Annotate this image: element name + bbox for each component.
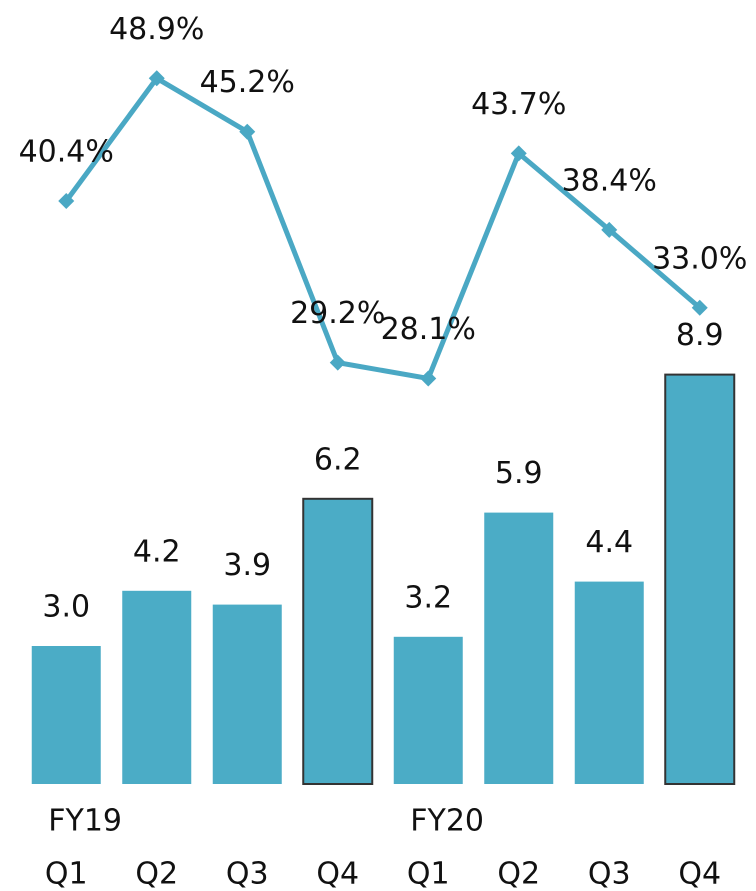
line-value-label: 38.4% bbox=[562, 163, 657, 198]
line-marker bbox=[58, 192, 75, 209]
x-tick-label: Q3 bbox=[588, 857, 631, 891]
line-marker bbox=[239, 123, 256, 140]
line-marker bbox=[148, 70, 165, 87]
x-tick-label: Q2 bbox=[135, 857, 178, 891]
bar-value-label: 4.2 bbox=[133, 534, 181, 569]
line-value-label: 48.9% bbox=[109, 12, 204, 47]
bar bbox=[664, 373, 736, 785]
x-tick-label: Q2 bbox=[497, 857, 540, 891]
bar-value-label: 3.9 bbox=[223, 548, 271, 583]
line-marker bbox=[691, 299, 708, 316]
line-marker bbox=[329, 354, 346, 371]
line-value-label: 33.0% bbox=[652, 241, 747, 276]
bar-value-label: 3.0 bbox=[42, 590, 90, 625]
x-tick-label: Q3 bbox=[226, 857, 269, 891]
line-marker bbox=[510, 145, 527, 162]
bar-value-label: 8.9 bbox=[676, 318, 724, 353]
line bbox=[64, 75, 702, 382]
group-label: FY20 bbox=[410, 804, 484, 839]
group-label: FY19 bbox=[48, 804, 122, 839]
line-value-label: 29.2% bbox=[290, 296, 385, 331]
bar-value-label: 3.2 bbox=[404, 580, 452, 615]
bar bbox=[31, 646, 101, 784]
bar bbox=[122, 590, 192, 784]
bar bbox=[212, 604, 282, 784]
line-value-label: 40.4% bbox=[19, 134, 114, 169]
x-tick-label: Q4 bbox=[678, 857, 721, 891]
bar bbox=[484, 512, 554, 784]
bar bbox=[393, 636, 463, 784]
line-marker bbox=[420, 370, 437, 387]
bar bbox=[574, 581, 644, 784]
bar-value-label: 5.9 bbox=[495, 456, 543, 491]
bar-value-label: 6.2 bbox=[314, 442, 362, 477]
x-tick-label: Q4 bbox=[316, 857, 359, 891]
bar-value-label: 4.4 bbox=[585, 525, 633, 560]
bar bbox=[302, 497, 374, 785]
line-value-label: 43.7% bbox=[471, 87, 566, 122]
line-marker bbox=[601, 221, 618, 238]
line-value-label: 45.2% bbox=[200, 65, 295, 100]
x-tick-label: Q1 bbox=[407, 857, 450, 891]
x-tick-label: Q1 bbox=[45, 857, 88, 891]
line-value-label: 28.1% bbox=[381, 312, 476, 347]
